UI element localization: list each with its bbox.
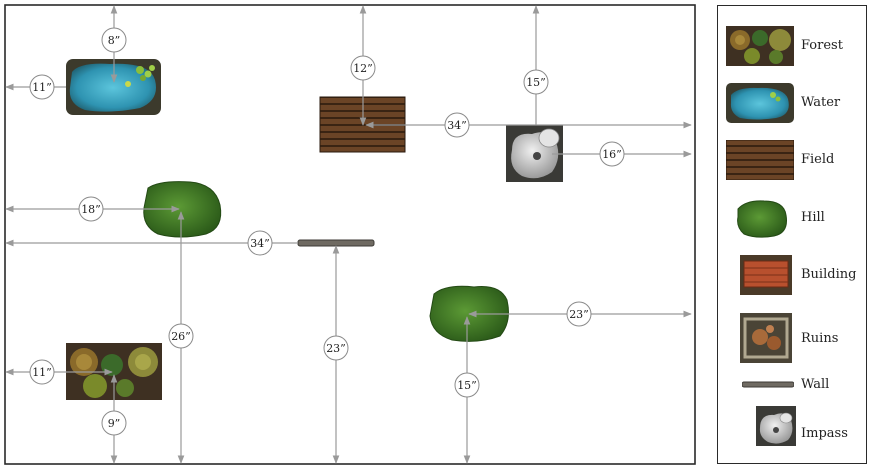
distance-badge: 9” xyxy=(101,410,127,436)
svg-text:9”: 9” xyxy=(108,417,121,430)
terrain-wall xyxy=(297,239,375,247)
svg-text:12”: 12” xyxy=(353,62,373,75)
terrain-water xyxy=(66,59,161,115)
legend-label: Ruins xyxy=(801,331,839,346)
legend-label: Water xyxy=(801,95,841,110)
svg-text:15”: 15” xyxy=(526,76,546,89)
distance-badge: 23” xyxy=(323,335,349,361)
legend-label: Hill xyxy=(801,210,825,225)
distance-badge: 23” xyxy=(566,301,592,327)
wall-icon xyxy=(742,381,794,388)
distance-badge: 11” xyxy=(29,74,55,100)
svg-text:11”: 11” xyxy=(32,81,52,94)
svg-text:11”: 11” xyxy=(32,366,52,379)
distance-badge: 11” xyxy=(29,359,55,385)
water-icon xyxy=(726,83,794,123)
distance-badge: 12” xyxy=(350,55,376,81)
svg-text:34”: 34” xyxy=(250,237,270,250)
hill-icon xyxy=(737,200,787,238)
svg-text:26”: 26” xyxy=(171,330,191,343)
legend: Forest Water Field Hill Building xyxy=(717,5,867,464)
svg-text:18”: 18” xyxy=(81,203,101,216)
distance-badge: 34” xyxy=(247,230,273,256)
distance-badge: 18” xyxy=(78,196,104,222)
distance-badge: 15” xyxy=(523,69,549,95)
legend-label: Field xyxy=(801,152,835,167)
forest-icon xyxy=(726,26,794,66)
distance-badge: 16” xyxy=(599,141,625,167)
distance-badge: 34” xyxy=(444,112,470,138)
svg-text:15”: 15” xyxy=(457,379,477,392)
legend-label: Forest xyxy=(801,38,843,53)
distance-badge: 26” xyxy=(168,323,194,349)
svg-text:23”: 23” xyxy=(326,342,346,355)
legend-label: Wall xyxy=(801,377,830,392)
legend-label: Impass xyxy=(801,426,848,441)
svg-text:16”: 16” xyxy=(602,148,622,161)
svg-text:8”: 8” xyxy=(108,34,121,47)
terrain-hill xyxy=(143,181,222,238)
field-icon xyxy=(726,140,794,180)
battle-map: 8” 11” 12” 34” 15” 16” 18” 34” 26” 23” 2… xyxy=(4,4,696,465)
svg-text:34”: 34” xyxy=(447,119,467,132)
distance-badge: 8” xyxy=(101,27,127,53)
legend-label: Building xyxy=(801,267,857,282)
impassable-icon xyxy=(756,406,796,446)
distance-badge: 15” xyxy=(454,372,480,398)
svg-text:23”: 23” xyxy=(569,308,589,321)
building-icon xyxy=(740,255,792,295)
ruins-icon xyxy=(740,313,792,363)
